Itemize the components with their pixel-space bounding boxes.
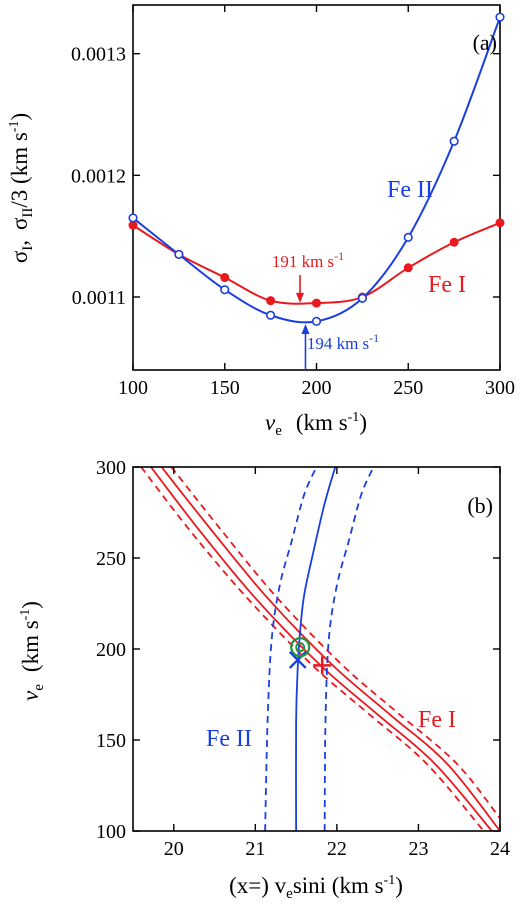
y-label-sigma2-sub: II [20, 208, 36, 218]
y-label-b-sub: e [31, 684, 47, 691]
plot-frame-a [132, 4, 501, 371]
data-point-feii [357, 293, 367, 303]
x-label-b-sub: e [286, 886, 293, 902]
data-point-fei [403, 263, 413, 273]
x-label-close: ) [359, 410, 367, 435]
data-point-feii [266, 310, 276, 320]
arrowhead-fe2 [301, 323, 310, 334]
x-label-sup: -1 [348, 410, 360, 425]
b-y-tick-label: 250 [96, 548, 126, 570]
b-x-tick-label: 22 [327, 838, 347, 860]
y-label-b-v: v [18, 690, 43, 701]
y-label-sigma1-sub: I [20, 246, 36, 251]
contour-feii-dashed-6 [323, 467, 375, 831]
x-axis-label-a: ve (km s-1) [265, 410, 367, 439]
a-y-tick-label: 0.0013 [71, 44, 126, 66]
a-y-tick-label: 0.0011 [72, 287, 126, 309]
y-label-sigma1: σ [7, 250, 32, 263]
panel-label-b: (b) [467, 493, 493, 518]
y-label-b-units: (km s [18, 620, 43, 672]
a-y-tick-label: 0.0012 [71, 165, 126, 187]
panel-label-bg-b [443, 486, 495, 520]
b-y-tick-label: 300 [96, 457, 126, 479]
annotation-fe2-text: 194 km s [307, 334, 369, 353]
data-point-fei [128, 220, 138, 230]
contour-fei-dashed-2 [140, 467, 485, 831]
x-label-b-main: (x=) v [229, 873, 287, 898]
contour-feii-dashed-5 [264, 467, 318, 831]
x-label-v: v [265, 410, 276, 435]
x-label-units: (km s [296, 410, 348, 435]
contour-fei-solid-1 [160, 467, 500, 831]
panel-a: 100 150 200 250 300 0.0011 0.0012 0.0013 (a) ve… [7, 4, 515, 439]
series-label-fe1-a: Fe I [428, 272, 466, 298]
marker-combined-inner [295, 642, 306, 653]
data-point-fei [495, 218, 505, 228]
data-point-feii [128, 213, 138, 223]
y-label-b-sup: -1 [18, 609, 33, 621]
y-axis-label-a: σI,σII/3 (km s-1) [7, 113, 36, 263]
y-label-close: ) [7, 113, 32, 121]
annotation-fe2-sup: -1 [369, 331, 379, 345]
a-x-tick-label: 250 [393, 377, 423, 399]
arrowhead-fe1 [295, 292, 304, 303]
data-point-feii [174, 249, 184, 260]
x-label-b-close: ) [395, 873, 403, 898]
data-point-fei [220, 273, 230, 283]
b-x-tick-label: 23 [408, 838, 428, 860]
b-x-tick-label: 20 [164, 838, 184, 860]
data-point-fei [449, 237, 459, 247]
x-label-sub: e [275, 423, 282, 439]
x-label-b-tail: sini (km s [293, 873, 384, 898]
b-y-tick-label: 100 [96, 821, 126, 843]
data-point-feii [403, 232, 413, 242]
b-x-tick-label: 21 [245, 838, 265, 860]
data-point-feii [311, 316, 322, 326]
y-label-sigma2: σ [7, 217, 32, 230]
a-x-tick-label: 150 [210, 377, 240, 399]
series-label-fe1-b: Fe I [418, 707, 456, 733]
data-point-feii [220, 285, 230, 295]
data-point-feii [495, 12, 505, 22]
data-point-feii [449, 136, 459, 146]
contour-feii-solid-4 [295, 467, 337, 831]
b-y-tick-label: 200 [96, 639, 126, 661]
data-point-fei [266, 296, 276, 306]
panel-label-a: (a) [473, 30, 497, 55]
x-axis-label-b: (x=) vesini (km s-1) [229, 873, 403, 902]
a-x-tick-label: 100 [118, 377, 148, 399]
b-x-tick-label: 24 [490, 838, 510, 860]
marker-fe1-solution [313, 656, 332, 675]
series-label-fe2-a: Fe II [387, 177, 433, 203]
annotation-fe1-sup: -1 [334, 249, 344, 263]
y-label-tail: /3 (km s [7, 132, 32, 207]
series-label-fe2-b: Fe II [206, 726, 252, 752]
contour-fei-dashed-3 [170, 467, 500, 819]
annotation-fe1-text: 191 km s [272, 252, 334, 271]
contour-fei-solid-0 [150, 467, 493, 831]
annotation-fe1-a: 191 km s-1 [272, 249, 344, 271]
y-label-comma: , [7, 240, 32, 246]
annotation-fe2-a: 194 km s-1 [307, 331, 379, 353]
b-y-tick-label: 150 [96, 730, 126, 752]
a-x-tick-label: 200 [302, 377, 332, 399]
y-label-b-close: ) [18, 601, 43, 609]
x-label-b-sup: -1 [384, 873, 396, 888]
panel-b: 20 21 22 23 24 100 150 200 250 300 (b) Fe I Fe II… [18, 457, 510, 902]
data-point-fei [312, 298, 321, 308]
a-x-tick-label: 300 [485, 377, 515, 399]
marker-combined-outer [290, 637, 311, 658]
y-label-sup: -1 [7, 121, 22, 133]
y-axis-label-b: ve (km s-1) [18, 601, 47, 701]
